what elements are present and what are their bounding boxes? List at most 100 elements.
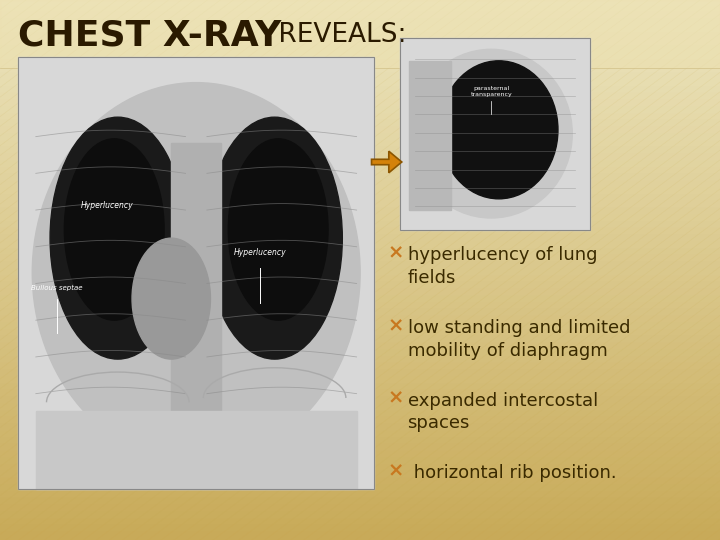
Bar: [0, 100, 720, 108]
Bar: [0, 235, 720, 243]
Text: CHEST X-RAY: CHEST X-RAY: [18, 18, 282, 52]
Bar: [0, 492, 720, 500]
Text: hyperlucency of lung
fields: hyperlucency of lung fields: [408, 246, 597, 287]
Text: low standing and limited
mobility of diaphragm: low standing and limited mobility of dia…: [408, 319, 630, 360]
Bar: [0, 458, 720, 465]
Bar: [0, 248, 720, 256]
Bar: [0, 188, 720, 195]
Bar: [0, 417, 720, 426]
Bar: [0, 505, 720, 513]
Bar: [0, 336, 720, 345]
Text: Hyperlucency: Hyperlucency: [81, 201, 133, 210]
Bar: [0, 12, 720, 20]
Bar: [0, 174, 720, 183]
Bar: [0, 120, 720, 128]
Bar: [0, 201, 720, 209]
Bar: [0, 316, 720, 324]
Bar: [0, 363, 720, 372]
Bar: [0, 302, 720, 310]
Bar: [0, 154, 720, 162]
Bar: [0, 478, 720, 486]
Bar: [0, 512, 720, 519]
Bar: [0, 46, 720, 54]
Bar: [0, 464, 720, 472]
Bar: [0, 134, 720, 141]
Text: ×: ×: [387, 243, 404, 262]
Bar: [0, 518, 720, 526]
Bar: [0, 350, 720, 357]
Bar: [0, 404, 720, 411]
Bar: [0, 86, 720, 94]
Bar: [0, 80, 720, 87]
Bar: [0, 255, 720, 263]
Bar: [0, 195, 720, 202]
Bar: [0, 525, 720, 534]
Bar: [409, 61, 451, 211]
Text: expanded intercostal
spaces: expanded intercostal spaces: [408, 392, 598, 433]
Text: ×: ×: [387, 316, 404, 335]
Bar: [0, 39, 720, 47]
Bar: [0, 60, 720, 68]
Bar: [0, 53, 720, 60]
Bar: [0, 437, 720, 446]
Bar: [0, 390, 720, 399]
Polygon shape: [372, 151, 402, 173]
Bar: [0, 269, 720, 276]
Bar: [0, 161, 720, 168]
Bar: [0, 107, 720, 115]
Bar: [0, 181, 720, 189]
Bar: [0, 343, 720, 351]
Bar: [18, 57, 374, 489]
Bar: [0, 357, 720, 364]
Text: REVEALS:: REVEALS:: [270, 22, 407, 48]
Bar: [0, 383, 720, 392]
Bar: [0, 309, 720, 317]
Bar: [0, 296, 720, 303]
Bar: [0, 262, 720, 270]
Bar: [0, 66, 720, 74]
Ellipse shape: [207, 117, 342, 359]
Bar: [400, 38, 590, 230]
Bar: [0, 114, 720, 122]
Ellipse shape: [228, 139, 328, 320]
Bar: [0, 485, 720, 492]
Bar: [0, 0, 720, 6]
Bar: [0, 323, 720, 330]
Bar: [400, 38, 590, 230]
Text: ×: ×: [387, 389, 404, 408]
Ellipse shape: [50, 117, 186, 359]
Bar: [0, 0, 720, 68]
Bar: [0, 147, 720, 156]
Text: Hyperlucency: Hyperlucency: [234, 248, 287, 258]
Bar: [0, 228, 720, 237]
Bar: [0, 32, 720, 40]
Text: horizontal rib position.: horizontal rib position.: [408, 464, 616, 482]
Bar: [0, 275, 720, 284]
Bar: [18, 57, 374, 489]
Bar: [0, 532, 720, 540]
Bar: [0, 208, 720, 216]
Ellipse shape: [132, 238, 210, 359]
Bar: [0, 140, 720, 148]
Bar: [0, 444, 720, 453]
Bar: [36, 411, 356, 489]
Bar: [171, 143, 221, 424]
Bar: [0, 498, 720, 507]
Bar: [0, 431, 720, 438]
Text: parasternal
transparency: parasternal transparency: [470, 86, 512, 97]
Text: ×: ×: [387, 462, 404, 481]
Bar: [0, 93, 720, 102]
Bar: [0, 242, 720, 249]
Text: Bullous septae: Bullous septae: [32, 285, 83, 291]
Bar: [0, 6, 720, 14]
Bar: [0, 26, 720, 33]
Bar: [0, 282, 720, 291]
Bar: [0, 377, 720, 384]
Bar: [0, 410, 720, 418]
Bar: [0, 329, 720, 338]
Bar: [0, 221, 720, 229]
Bar: [0, 471, 720, 480]
Bar: [0, 451, 720, 459]
Bar: [0, 19, 720, 27]
Ellipse shape: [32, 83, 360, 463]
